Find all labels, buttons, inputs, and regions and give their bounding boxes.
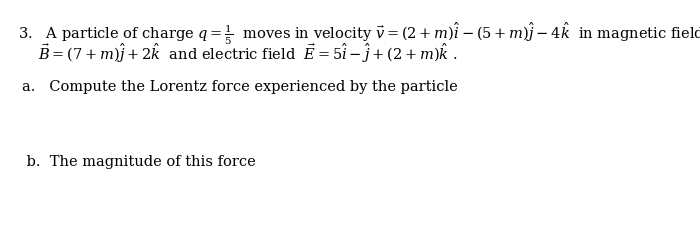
Text: $\vec{B} = (7 + m)\hat{j} + 2\hat{k}$  and electric field  $\vec{E} = 5\hat{i} -: $\vec{B} = (7 + m)\hat{j} + 2\hat{k}$ an… — [38, 42, 458, 65]
Text: 3.   A particle of charge $q = \frac{1}{5}$  moves in velocity $\vec{v} = (2 + m: 3. A particle of charge $q = \frac{1}{5}… — [18, 22, 700, 47]
Text: a.   Compute the Lorentz force experienced by the particle: a. Compute the Lorentz force experienced… — [22, 80, 458, 94]
Text: b.  The magnitude of this force: b. The magnitude of this force — [22, 155, 255, 169]
